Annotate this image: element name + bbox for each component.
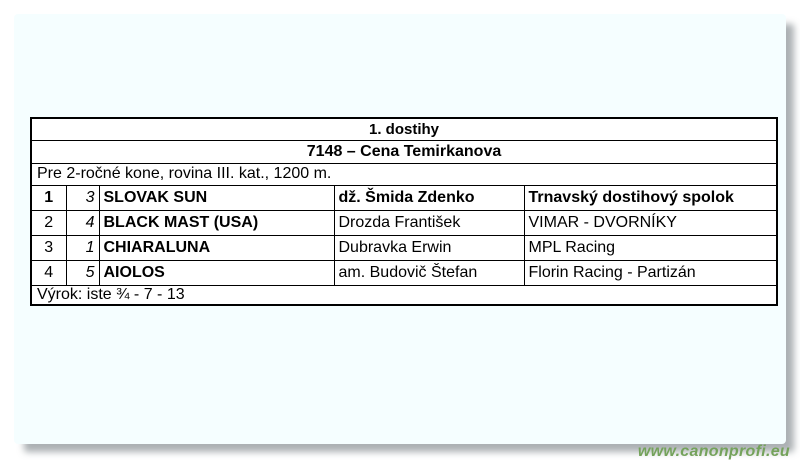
race-conditions: Pre 2-ročné kone, rovina III. kat., 1200… — [30, 163, 778, 186]
horse-name: AIOLOS — [98, 260, 335, 286]
owner-name: Trnavský dostihový spolok — [523, 185, 778, 211]
result-row-2: 2 4 BLACK MAST (USA) Drozda František VI… — [30, 210, 778, 236]
owner-name: Florin Racing - Partizán — [523, 260, 778, 286]
horse-name: SLOVAK SUN — [98, 185, 335, 211]
horse-name: BLACK MAST (USA) — [98, 210, 335, 236]
program-number: 4 — [65, 210, 100, 236]
jockey-name: dž. Šmida Zdenko — [333, 185, 525, 211]
jockey-name: am. Budovič Štefan — [333, 260, 525, 286]
race-results-table: 1. dostihy 7148 – Cena Temirkanova Pre 2… — [30, 117, 779, 307]
race-number-row: 1. dostihy — [30, 117, 778, 141]
owner-name: MPL Racing — [523, 235, 778, 261]
program-number: 5 — [65, 260, 100, 286]
verdict-row: Výrok: iste ¾ - 7 - 13 — [30, 285, 778, 306]
jockey-name: Dubravka Erwin — [333, 235, 525, 261]
finish-position: 4 — [30, 260, 67, 286]
document-page: 1. dostihy 7148 – Cena Temirkanova Pre 2… — [14, 14, 786, 444]
watermark-url: www.canonprofi.eu — [637, 443, 790, 460]
race-conditions-row: Pre 2-ročné kone, rovina III. kat., 1200… — [30, 163, 778, 186]
horse-name: CHIARALUNA — [98, 235, 335, 261]
finish-position: 2 — [30, 210, 67, 236]
race-title-row: 7148 – Cena Temirkanova — [30, 140, 778, 164]
program-number: 3 — [65, 185, 100, 211]
race-number-heading: 1. dostihy — [30, 117, 778, 141]
finish-position: 1 — [30, 185, 67, 211]
race-title: 7148 – Cena Temirkanova — [30, 140, 778, 164]
result-row-1: 1 3 SLOVAK SUN dž. Šmida Zdenko Trnavský… — [30, 185, 778, 211]
result-row-3: 3 1 CHIARALUNA Dubravka Erwin MPL Racing — [30, 235, 778, 261]
result-row-4: 4 5 AIOLOS am. Budovič Štefan Florin Rac… — [30, 260, 778, 286]
program-number: 1 — [65, 235, 100, 261]
finish-position: 3 — [30, 235, 67, 261]
jockey-name: Drozda František — [333, 210, 525, 236]
owner-name: VIMAR - DVORNÍKY — [523, 210, 778, 236]
verdict-text: Výrok: iste ¾ - 7 - 13 — [30, 285, 778, 306]
